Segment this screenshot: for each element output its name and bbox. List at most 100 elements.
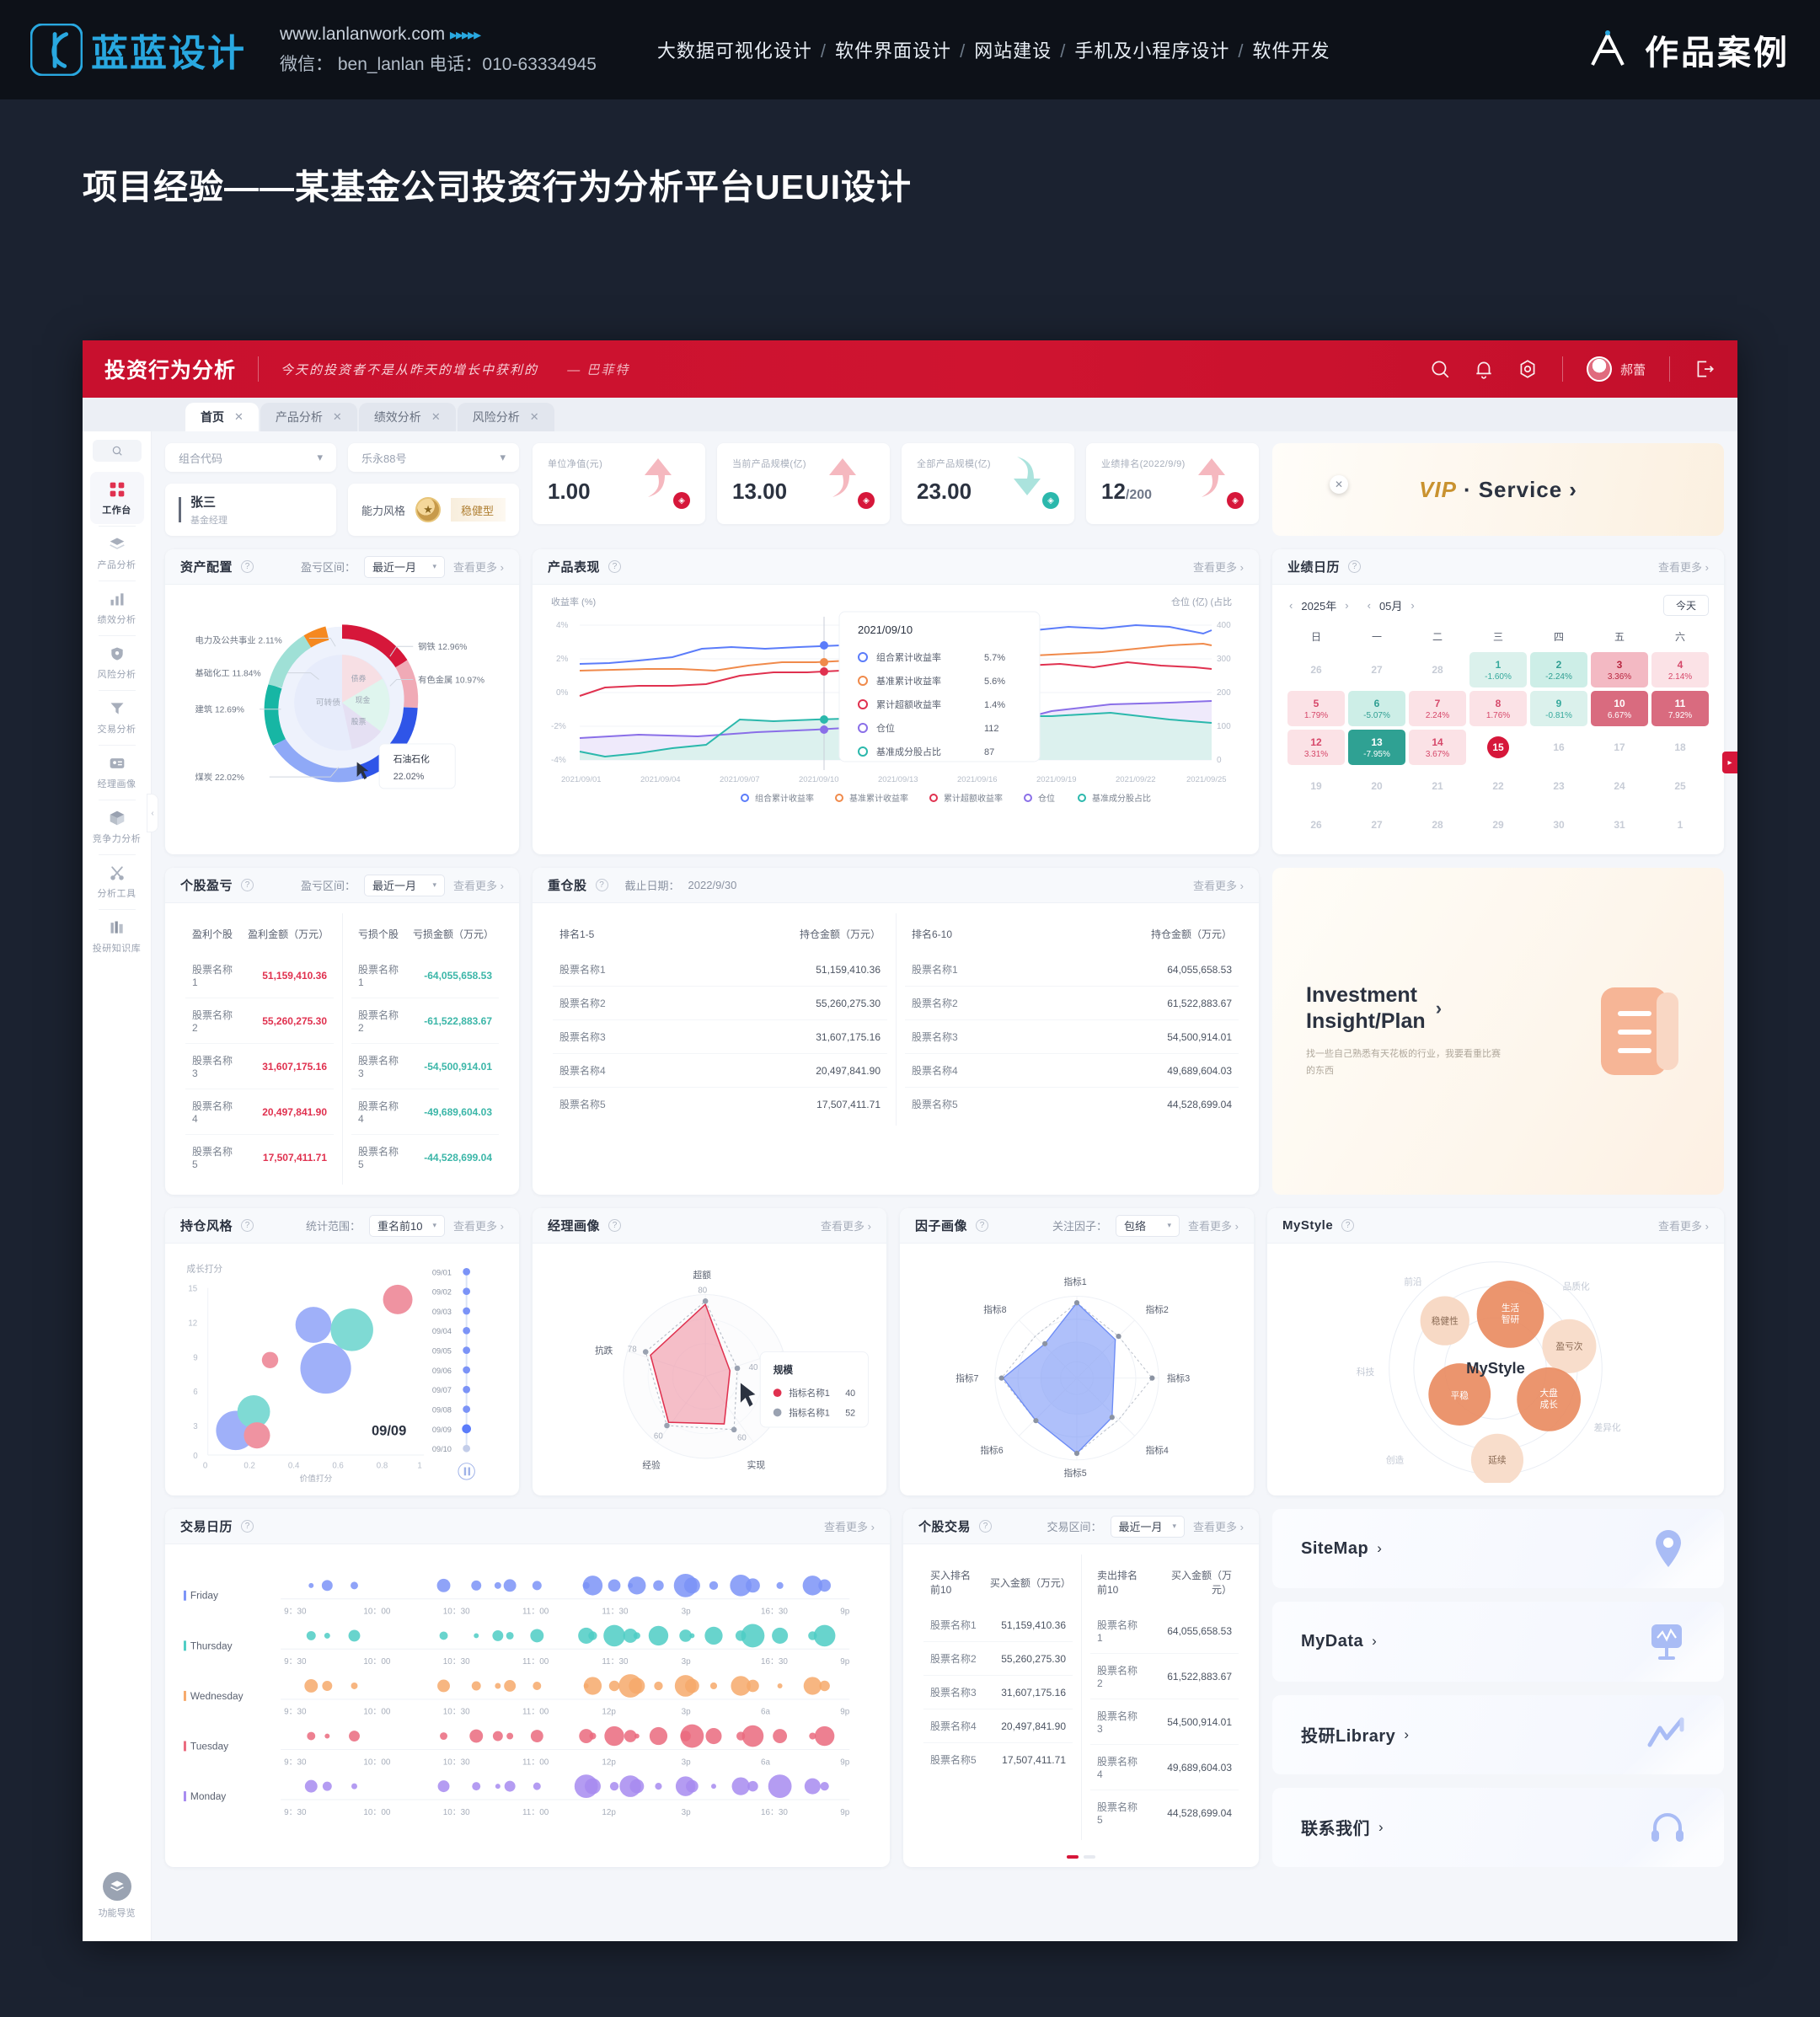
quick-link-contact-us[interactable]: 联系我们 › <box>1272 1787 1724 1867</box>
sidebar-item-risk-analysis[interactable]: 风险分析 <box>90 636 144 688</box>
calendar-day-cell[interactable]: 28 <box>1409 652 1466 687</box>
help-icon[interactable]: ? <box>1341 1219 1355 1232</box>
help-icon[interactable]: ? <box>608 560 622 573</box>
product-select[interactable]: 乐永88号 ▾ <box>348 443 519 472</box>
tab-product-analysis[interactable]: 产品分析 ✕ <box>260 403 357 431</box>
help-icon[interactable]: ? <box>595 879 608 891</box>
calendar-day-cell[interactable]: 30 <box>1530 807 1587 843</box>
view-more-link[interactable]: 查看更多 › <box>821 1220 871 1233</box>
table-row[interactable]: 股票名称4 49,689,604.03 <box>1090 1744 1239 1790</box>
help-icon[interactable]: ? <box>241 1219 254 1232</box>
help-icon[interactable]: ? <box>976 1219 989 1232</box>
table-row[interactable]: 股票名称2 55,260,275.30 <box>923 1641 1073 1676</box>
table-row[interactable]: 股票名称1 -64,055,658.53 <box>351 953 499 998</box>
calendar-day-cell[interactable]: 4 2.14% <box>1651 652 1709 687</box>
vip-service-banner[interactable]: VIP · Service › <box>1272 443 1724 536</box>
calendar-day-cell[interactable]: 25 <box>1651 768 1709 804</box>
range-select[interactable]: 最近一月 ▾ <box>364 555 446 578</box>
help-icon[interactable]: ? <box>241 1520 254 1533</box>
table-row[interactable]: 股票名称5 44,528,699.04 <box>905 1087 1239 1121</box>
table-row[interactable]: 股票名称3 31,607,175.16 <box>553 1019 887 1054</box>
table-row[interactable]: 股票名称5 17,507,411.71 <box>185 1134 334 1180</box>
tab-home[interactable]: 首页 ✕ <box>185 403 259 431</box>
calendar-day-cell[interactable]: 27 <box>1348 652 1405 687</box>
close-icon[interactable]: ✕ <box>234 410 244 423</box>
calendar-day-cell[interactable]: 29 <box>1469 807 1527 843</box>
settings-icon[interactable] <box>1517 358 1539 380</box>
sidebar-guide[interactable]: 功能导览 <box>99 1872 136 1919</box>
view-more-link[interactable]: 查看更多 › <box>453 880 504 892</box>
tab-performance-analysis[interactable]: 绩效分析 ✕ <box>358 403 456 431</box>
calendar-day-cell[interactable]: 1 -1.60% <box>1469 652 1527 687</box>
calendar-day-cell[interactable]: 28 <box>1409 807 1466 843</box>
tab-risk-analysis[interactable]: 风险分析 ✕ <box>457 403 554 431</box>
view-more-link[interactable]: 查看更多 › <box>1658 561 1709 574</box>
table-row[interactable]: 股票名称2 61,522,883.67 <box>905 986 1239 1020</box>
view-more-link[interactable]: 查看更多 › <box>1188 1220 1239 1233</box>
table-row[interactable]: 股票名称1 51,159,410.36 <box>923 1608 1073 1642</box>
sidebar-search[interactable] <box>92 440 142 462</box>
help-icon[interactable]: ? <box>1348 560 1362 573</box>
calendar-day-cell[interactable]: 16 <box>1530 730 1587 765</box>
view-more-link[interactable]: 查看更多 › <box>1658 1220 1709 1233</box>
calendar-day-cell[interactable]: 11 7.92% <box>1651 691 1709 726</box>
sidebar-item-analysis-tools[interactable]: 分析工具 <box>90 855 144 907</box>
prev-month-icon[interactable]: ‹ <box>1367 599 1371 612</box>
view-more-link[interactable]: 查看更多 › <box>453 561 504 574</box>
range-select[interactable]: 最近一月 ▾ <box>364 874 446 896</box>
bell-icon[interactable] <box>1473 358 1495 380</box>
investment-insight-panel[interactable]: Investment Insight/Plan › 找一些自己熟悉有天花板的行业… <box>1272 868 1724 1195</box>
table-row[interactable]: 股票名称5 17,507,411.71 <box>923 1742 1073 1776</box>
sidebar-item-manager-profile[interactable]: 经理画像 <box>90 746 144 798</box>
calendar-day-cell[interactable]: 2 -2.24% <box>1530 652 1587 687</box>
help-icon[interactable]: ? <box>608 1219 622 1232</box>
calendar-day-cell[interactable]: 13 -7.95% <box>1348 730 1405 765</box>
view-more-link[interactable]: 查看更多 › <box>1193 1521 1244 1533</box>
sidebar-item-research-library[interactable]: 投研知识库 <box>90 910 144 962</box>
range-select[interactable]: 最近一月 ▾ <box>1110 1515 1186 1538</box>
calendar-day-cell[interactable]: 15 <box>1469 730 1527 765</box>
calendar-day-cell[interactable]: 14 3.67% <box>1409 730 1466 765</box>
calendar-day-cell[interactable]: 3 3.36% <box>1591 652 1648 687</box>
table-row[interactable]: 股票名称4 20,497,841.90 <box>185 1089 334 1135</box>
table-row[interactable]: 股票名称1 51,159,410.36 <box>185 953 334 998</box>
prev-year-icon[interactable]: ‹ <box>1289 599 1293 612</box>
quick-link-mydata[interactable]: MyData › <box>1272 1602 1724 1682</box>
calendar-day-cell[interactable]: 6 -5.07% <box>1348 691 1405 726</box>
table-row[interactable]: 股票名称1 64,055,658.53 <box>905 953 1239 987</box>
close-icon[interactable]: ✕ <box>332 410 342 423</box>
table-row[interactable]: 股票名称3 -54,500,914.01 <box>351 1043 499 1089</box>
calendar-day-cell[interactable]: 26 <box>1287 807 1345 843</box>
table-row[interactable]: 股票名称3 54,500,914.01 <box>1090 1699 1239 1745</box>
calendar-day-cell[interactable]: 17 <box>1591 730 1648 765</box>
quick-link-research-library[interactable]: 投研Library › <box>1272 1694 1724 1774</box>
sidebar-item-performance-analysis[interactable]: 绩效分析 <box>90 581 144 634</box>
table-row[interactable]: 股票名称4 20,497,841.90 <box>923 1709 1073 1743</box>
calendar-day-cell[interactable]: 7 2.24% <box>1409 691 1466 726</box>
sidebar-item-product-analysis[interactable]: 产品分析 <box>90 527 144 579</box>
sidebar-item-workbench[interactable]: 工作台 <box>89 472 144 524</box>
calendar-day-cell[interactable]: 9 -0.81% <box>1530 691 1587 726</box>
help-icon[interactable]: ? <box>241 560 254 573</box>
calendar-day-cell[interactable]: 27 <box>1348 807 1405 843</box>
calendar-day-cell[interactable]: 5 1.79% <box>1287 691 1345 726</box>
calendar-day-cell[interactable]: 19 <box>1287 768 1345 804</box>
table-row[interactable]: 股票名称4 20,497,841.90 <box>553 1053 887 1088</box>
calendar-day-cell[interactable]: 22 <box>1469 768 1527 804</box>
today-button[interactable]: 今天 <box>1662 595 1709 616</box>
table-row[interactable]: 股票名称5 -44,528,699.04 <box>351 1134 499 1180</box>
table-row[interactable]: 股票名称5 17,507,411.71 <box>553 1087 887 1121</box>
carousel-pager[interactable] <box>903 1850 1259 1867</box>
table-row[interactable]: 股票名称1 64,055,658.53 <box>1090 1608 1239 1654</box>
feedback-tab[interactable]: ▸ <box>1722 752 1737 773</box>
calendar-day-cell[interactable]: 8 1.76% <box>1469 691 1527 726</box>
close-icon[interactable]: ✕ <box>529 410 539 423</box>
table-row[interactable]: 股票名称1 51,159,410.36 <box>553 953 887 987</box>
table-row[interactable]: 股票名称2 55,260,275.30 <box>553 986 887 1020</box>
calendar-day-cell[interactable]: 31 <box>1591 807 1648 843</box>
view-more-link[interactable]: 查看更多 › <box>1193 561 1244 574</box>
user-menu[interactable]: 郝蕾 <box>1586 356 1646 382</box>
portfolio-code-select[interactable]: 组合代码 ▾ <box>165 443 336 472</box>
help-icon[interactable]: ? <box>241 879 254 891</box>
table-row[interactable]: 股票名称2 55,260,275.30 <box>185 998 334 1044</box>
